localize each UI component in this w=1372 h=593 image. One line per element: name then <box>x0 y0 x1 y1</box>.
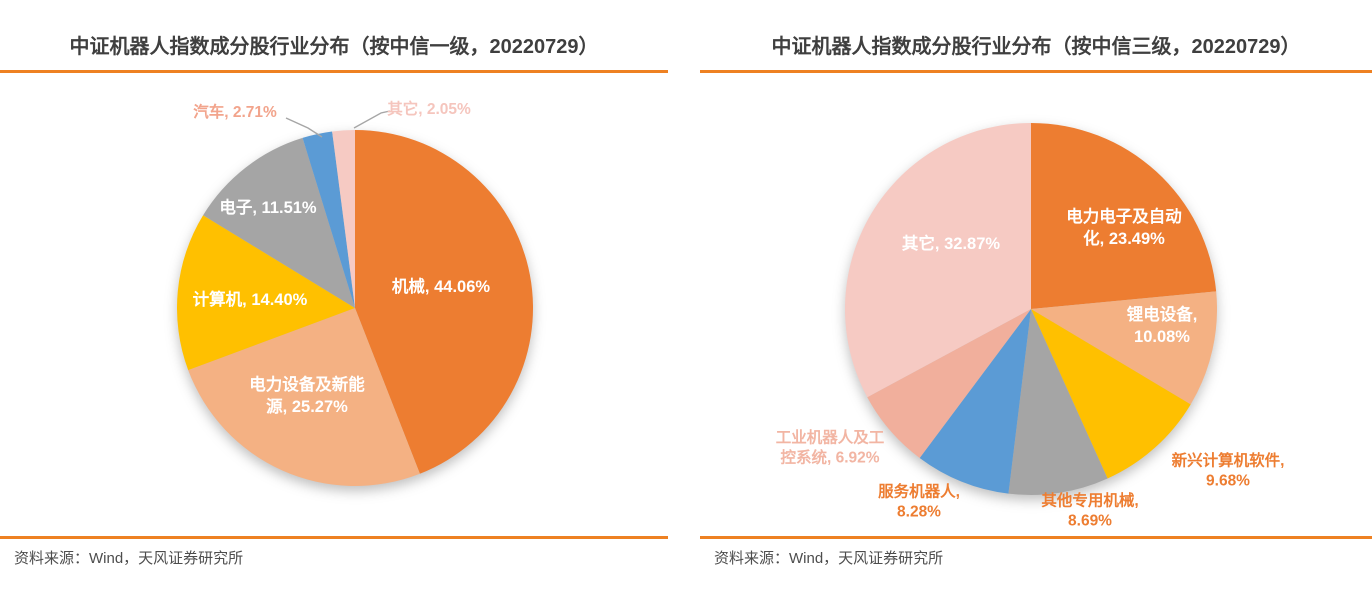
pie-label-0: 电力电子及自动 化, 23.49% <box>1066 208 1182 248</box>
pie-label-2: 计算机, 14.40% <box>192 291 308 310</box>
pie-slice-3 <box>203 137 355 308</box>
chart-title: 中证机器人指数成分股行业分布（按中信三级，20220729） <box>771 36 1301 58</box>
source-divider <box>700 536 1372 539</box>
pie-label-6: 其它, 32.87% <box>901 235 1001 254</box>
pie-slice-6 <box>844 122 1031 398</box>
label-leader-line <box>285 117 323 138</box>
source-divider <box>0 536 668 539</box>
pie-chart-level1: 机械, 44.06% 电力设备及新能 源, 25.27% 计算机, 14.40% 电子… <box>0 75 672 535</box>
pie-label-4: 汽车, 2.71% <box>193 103 277 121</box>
pie-slice-1 <box>188 308 420 487</box>
title-divider <box>0 70 668 73</box>
pie-slice-5 <box>867 309 1031 458</box>
pie-label-0: 机械, 44.06% <box>391 278 491 297</box>
source-note: 资料来源：Wind，天风证券研究所 <box>14 550 244 567</box>
pie-label-4: 服务机器人, 8.28% <box>878 483 960 521</box>
pie-slice-4 <box>302 131 355 308</box>
pie-label-3: 电子, 11.51% <box>219 199 317 218</box>
pie-slice-1 <box>1031 291 1217 405</box>
pie-slice-2 <box>177 215 355 371</box>
pie-label-1: 电力设备及新能 源, 25.27% <box>249 376 365 416</box>
source-note: 资料来源：Wind，天风证券研究所 <box>714 550 944 567</box>
pie-slice-5 <box>332 130 355 308</box>
pie-label-5: 其它, 2.05% <box>387 100 471 118</box>
pie-chart-level3: 电力电子及自动 化, 23.49% 锂电设备, 10.08% 新兴计算机软件, 9.… <box>700 75 1372 535</box>
pie-slice-2 <box>1031 309 1191 479</box>
title-divider <box>700 70 1372 73</box>
pie-label-1: 锂电设备, 10.08% <box>1126 306 1198 346</box>
pie-label-2: 新兴计算机软件, 9.68% <box>1171 452 1285 490</box>
pie-svg <box>177 110 534 487</box>
pie-slice-0 <box>1031 123 1217 309</box>
pie-slice-0 <box>355 130 534 474</box>
pie-slice-3 <box>1008 309 1108 496</box>
pie-svg <box>844 122 1217 496</box>
chart-panel-citic-level3: 中证机器人指数成分股行业分布（按中信三级，20220729） 电力电子及自动 化… <box>700 0 1372 593</box>
chart-title: 中证机器人指数成分股行业分布（按中信一级，20220729） <box>69 36 599 58</box>
label-leader-line <box>353 110 391 129</box>
pie-label-5: 工业机器人及工 控系统, 6.92% <box>775 429 885 467</box>
pie-label-3: 其他专用机械, 8.69% <box>1041 492 1139 530</box>
pie-slice-4 <box>919 309 1031 494</box>
chart-panel-citic-level1: 中证机器人指数成分股行业分布（按中信一级，20220729） 机械, 44.06… <box>0 0 668 593</box>
